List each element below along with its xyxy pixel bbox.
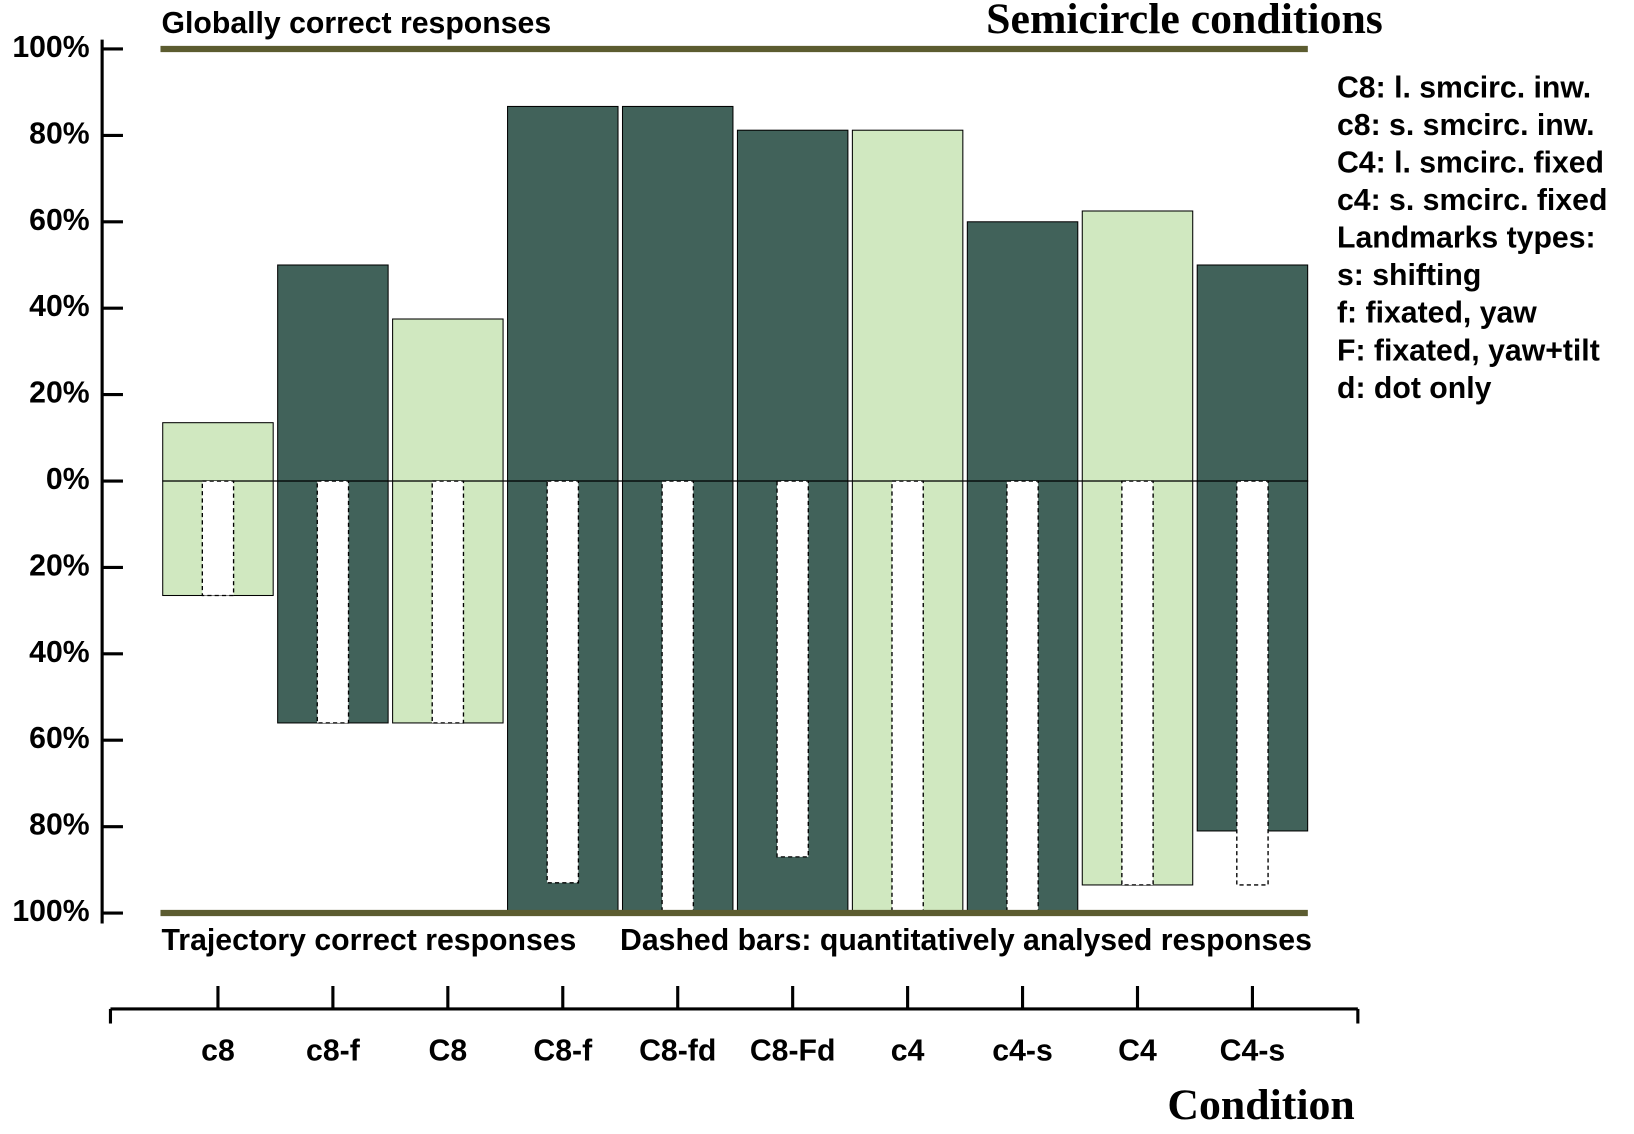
x-axis-label: Condition [1167,1081,1354,1129]
y-tick-label: 80% [29,117,90,150]
bar [736,129,849,482]
dashed-bar [546,480,580,884]
x-tick-label: C8-Fd [750,1035,836,1068]
note: s: shifting [1337,259,1481,292]
dashed-bar [1006,480,1039,914]
y-tick-label: 60% [29,204,90,237]
dashed-bar [1236,480,1269,886]
x-tick-label: C4 [1118,1035,1157,1068]
dashed-bar [201,480,235,597]
series-label: Globally correct responses [162,7,552,40]
note: d: dot only [1337,372,1492,405]
bar [277,264,389,482]
series-label: Dashed bars: quantitatively analysed res… [620,924,1312,957]
x-tick-label: c8 [201,1035,235,1068]
y-tick-label: 40% [29,290,90,323]
dashed-bar [431,480,465,724]
y-tick-label: 100% [12,31,89,64]
x-tick-label: c4 [891,1035,925,1068]
y-tick-label: 0% [46,463,90,496]
y-tick-label: 20% [29,377,90,410]
bar [1196,264,1309,482]
note: Landmarks types: [1337,222,1596,255]
note: c4: s. smcirc. fixed [1337,184,1607,217]
y-tick-label: 20% [29,549,90,582]
note: C8: l. smcirc. inw. [1337,72,1591,105]
dashed-bar [1121,480,1154,886]
chart-title: Semicircle conditions [986,0,1383,43]
y-tick-label: 100% [12,895,89,928]
note: F: fixated, yaw+tilt [1337,334,1600,367]
y-tick-label: 80% [29,809,90,842]
bar [966,221,1079,482]
x-tick-label: C8-fd [639,1035,716,1068]
x-tick-label: C8-f [533,1035,593,1068]
bar [507,105,619,482]
y-tick-label: 40% [29,636,90,669]
note: f: fixated, yaw [1337,297,1537,330]
bar [162,422,274,482]
note: C4: l. smcirc. fixed [1337,147,1604,180]
x-tick-label: c4-s [992,1035,1052,1068]
x-tick-label: c8-f [306,1035,361,1068]
note: c8: s. smcirc. inw. [1337,109,1595,142]
bar [851,129,964,482]
x-tick-label: C8 [429,1035,468,1068]
y-tick-label: 60% [29,722,90,755]
dashed-bar [316,480,350,724]
x-tick-label: C4-s [1220,1035,1285,1068]
bar [621,105,734,482]
dashed-bar [891,480,924,914]
bar [392,318,504,482]
dashed-bar [776,480,809,858]
bar [1081,210,1194,482]
dashed-bar [661,480,695,914]
series-label: Trajectory correct responses [162,924,577,957]
